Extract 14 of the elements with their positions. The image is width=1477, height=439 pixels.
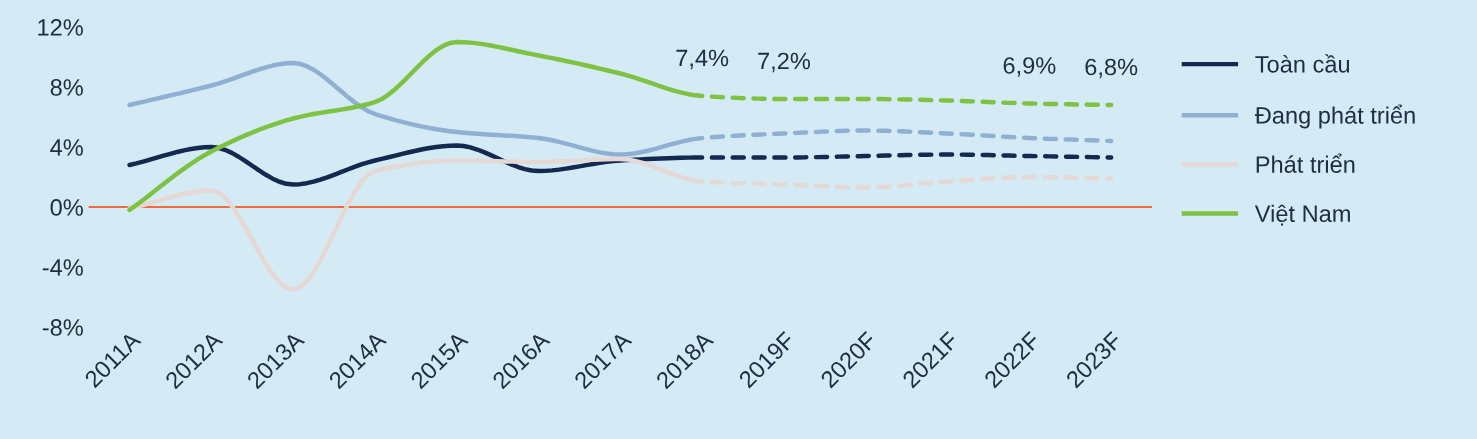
y-tick-label: -4% (42, 259, 83, 276)
data-label: 7,4% (676, 49, 729, 70)
y-tick-label: 0% (50, 199, 83, 216)
legend-label: Đang phát triển (1254, 104, 1415, 129)
legend-label: Việt Nam (1254, 204, 1350, 226)
y-tick-label: 12% (38, 19, 83, 36)
data-label: 7,2% (758, 52, 811, 73)
y-tick-label: 8% (50, 79, 83, 96)
y-tick-label: -8% (42, 319, 83, 336)
y-tick-label: 4% (50, 139, 83, 156)
legend-label: Toàn cầu (1255, 54, 1350, 73)
legend-label: Phát triển (1256, 153, 1355, 173)
data-label: 6,8% (1085, 58, 1138, 79)
data-label: 6,9% (1003, 57, 1056, 77)
